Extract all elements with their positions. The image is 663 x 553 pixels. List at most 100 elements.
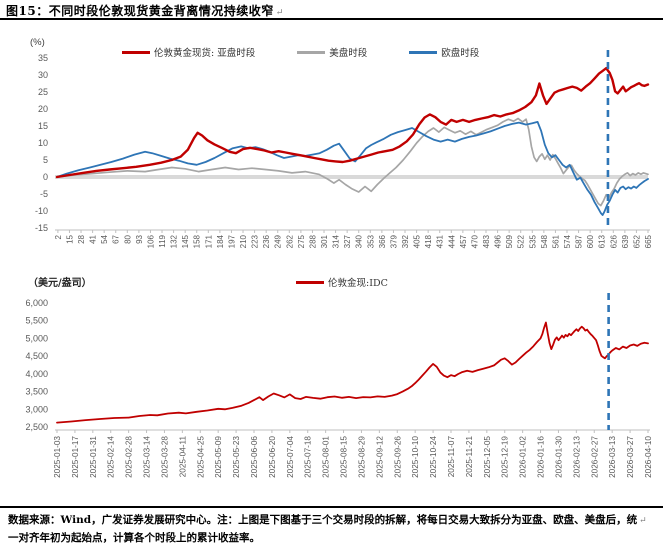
- x-axis-tick-label: 132: [170, 234, 179, 248]
- y-axis-tick-label: 4,000: [25, 369, 48, 379]
- figure-title: 图15：不同时段伦敦现货黄金背离情况持续收窄 ↵: [6, 2, 284, 19]
- x-axis-tick-label: 93: [135, 234, 144, 243]
- y-axis-tick-label: 35: [38, 53, 48, 63]
- x-axis-tick-label: 249: [274, 234, 283, 248]
- legend-item-asian-session: 伦敦黄金现货: 亚盘时段: [122, 45, 255, 59]
- x-axis-tick-label: 2025-11-07: [447, 436, 456, 478]
- y-axis-tick-label: 5,000: [25, 333, 48, 343]
- x-axis-tick-label: 2025-04-11: [178, 436, 187, 478]
- y-axis-tick-label: 3,000: [25, 404, 48, 414]
- x-axis-tick-label: 561: [551, 234, 560, 248]
- x-axis-tick-label: 483: [482, 234, 491, 248]
- x-axis-tick-label: 639: [621, 234, 630, 248]
- x-axis-tick-label: 2025-11-21: [465, 436, 474, 478]
- y-axis-tick-label: 30: [38, 70, 48, 80]
- x-axis-tick-label: 301: [320, 234, 329, 248]
- x-axis-tick-label: 2025-09-12: [375, 436, 384, 478]
- x-axis-tick-label: 626: [609, 234, 618, 248]
- x-axis-tick-label: 327: [343, 234, 352, 248]
- x-axis-tick-label: 509: [505, 234, 514, 248]
- x-axis-tick-label: 2025-07-18: [304, 436, 313, 478]
- x-axis-tick-label: 340: [355, 234, 364, 248]
- x-axis-tick-label: 587: [575, 234, 584, 248]
- x-axis-tick-label: 392: [401, 234, 410, 248]
- legend-item-eu-session: 欧盘时段: [409, 45, 479, 59]
- y-axis-tick-label: 5,500: [25, 316, 48, 326]
- london-gold-price-chart: 6,000 5,500 5,000 4,500 4,000 3,500 3,000 2,500…: [25, 293, 653, 478]
- x-axis-tick-label: 2026-02-13: [572, 436, 581, 478]
- x-axis-tick-label: 158: [193, 234, 202, 248]
- figure-title-bar: 图15：不同时段伦敦现货黄金背离情况持续收窄 ↵: [0, 0, 663, 20]
- legend-item-us-session: 美盘时段: [297, 45, 367, 59]
- x-axis-tick-label: 2025-08-29: [357, 436, 366, 478]
- footnote-return-mark-icon: ↵: [639, 516, 647, 526]
- x-axis-tick-label: 2025-05-23: [232, 436, 241, 478]
- x-axis-tick-label: 2025-01-31: [89, 436, 98, 478]
- x-axis-tick-label: 405: [413, 234, 422, 248]
- x-axis-tick-label: 457: [459, 234, 468, 248]
- x-axis-tick-label: 574: [563, 234, 572, 248]
- x-axis-tick-label: 353: [366, 234, 375, 248]
- x-axis-tick-label: 145: [181, 234, 190, 248]
- x-axis-tick-label: 41: [89, 234, 98, 243]
- x-axis-tick-label: 548: [540, 234, 549, 248]
- y-axis-tick-label: 20: [38, 104, 48, 114]
- x-axis-tick-label: 496: [494, 234, 503, 248]
- return-mark-icon: ↵: [275, 8, 284, 18]
- eu-session-line-swatch: [409, 50, 438, 54]
- x-axis-tick-label: 15: [65, 234, 74, 243]
- x-axis-tick-label: 2025-04-25: [196, 436, 205, 478]
- x-axis-tick-label: 2025-02-14: [107, 436, 116, 478]
- x-axis-tick-label: 652: [632, 234, 641, 248]
- series-line-2: [56, 121, 649, 217]
- y-axis-tick-label: -15: [35, 223, 48, 233]
- x-axis-tick-label: 2025-05-09: [214, 436, 223, 478]
- x-axis-tick-label: 67: [112, 234, 121, 243]
- x-axis-tick-label: 600: [586, 234, 595, 248]
- x-axis-tick-label: 418: [424, 234, 433, 248]
- x-axis-tick-label: 314: [332, 234, 341, 248]
- x-axis-tick-label: 2025-10-24: [429, 436, 438, 478]
- x-axis-tick-label: 2026-01-02: [519, 436, 528, 478]
- x-axis-tick-label: 2025-03-28: [160, 436, 169, 478]
- y-axis-tick-label: 25: [38, 87, 48, 97]
- x-axis-tick-label: 2025-06-20: [268, 436, 277, 478]
- y-axis-tick-label: 2,500: [25, 422, 48, 432]
- x-axis-tick-label: 535: [528, 234, 537, 248]
- asian-session-line-swatch: [122, 50, 150, 54]
- x-axis-tick-label: 444: [447, 234, 456, 248]
- x-axis-tick-label: 80: [123, 234, 132, 243]
- x-axis-tick-label: 2025-01-17: [71, 436, 80, 478]
- x-axis-tick-label: 2026-01-30: [554, 436, 563, 478]
- y-axis-tick-label: 4,500: [25, 351, 48, 361]
- footnote-line2: 一对齐年初为起始点，计算各个时段上的累计收益率。: [8, 531, 260, 544]
- y-axis-tick-label: 6,000: [25, 298, 48, 308]
- x-axis-tick-label: 119: [158, 234, 167, 247]
- top-chart-legend: 伦敦黄金现货: 亚盘时段 美盘时段 欧盘时段: [122, 45, 479, 59]
- x-axis-tick-label: 2025-03-14: [143, 436, 152, 478]
- x-axis-tick-label: 2025-06-06: [250, 436, 259, 478]
- x-axis-tick-label: 28: [77, 234, 86, 243]
- x-axis-tick-label: 2025-08-15: [340, 436, 349, 478]
- asian-session-label: 伦敦黄金现货: 亚盘时段: [154, 48, 256, 59]
- x-axis-tick-label: 184: [216, 234, 225, 248]
- x-axis-tick-label: 366: [378, 234, 387, 248]
- x-axis-tick-label: 2025-02-28: [125, 436, 134, 478]
- x-axis-tick-label: 431: [436, 234, 445, 248]
- x-axis-tick-label: 2025-01-03: [53, 436, 62, 478]
- x-axis-tick-label: 665: [644, 234, 653, 248]
- x-axis-tick-label: 223: [251, 234, 260, 248]
- x-axis-tick-label: 613: [598, 234, 607, 248]
- x-axis-tick-label: 2025-12-05: [483, 436, 492, 478]
- x-axis-tick-label: 2025-12-19: [501, 436, 510, 478]
- series-line-0: [55, 67, 650, 179]
- us-session-label: 美盘时段: [329, 48, 368, 59]
- y-axis-tick-label: -10: [35, 206, 48, 216]
- footnote: 数据来源：Wind，广发证券发展研究中心。注：上图是下图基于三个交易时段的拆解，…: [8, 512, 656, 546]
- legend-item-london-gold: 伦敦金现:IDC: [296, 275, 388, 289]
- x-axis-tick-label: 275: [297, 234, 306, 248]
- y-axis-tick-label: 15: [38, 121, 48, 131]
- x-axis-tick-label: 262: [285, 234, 294, 248]
